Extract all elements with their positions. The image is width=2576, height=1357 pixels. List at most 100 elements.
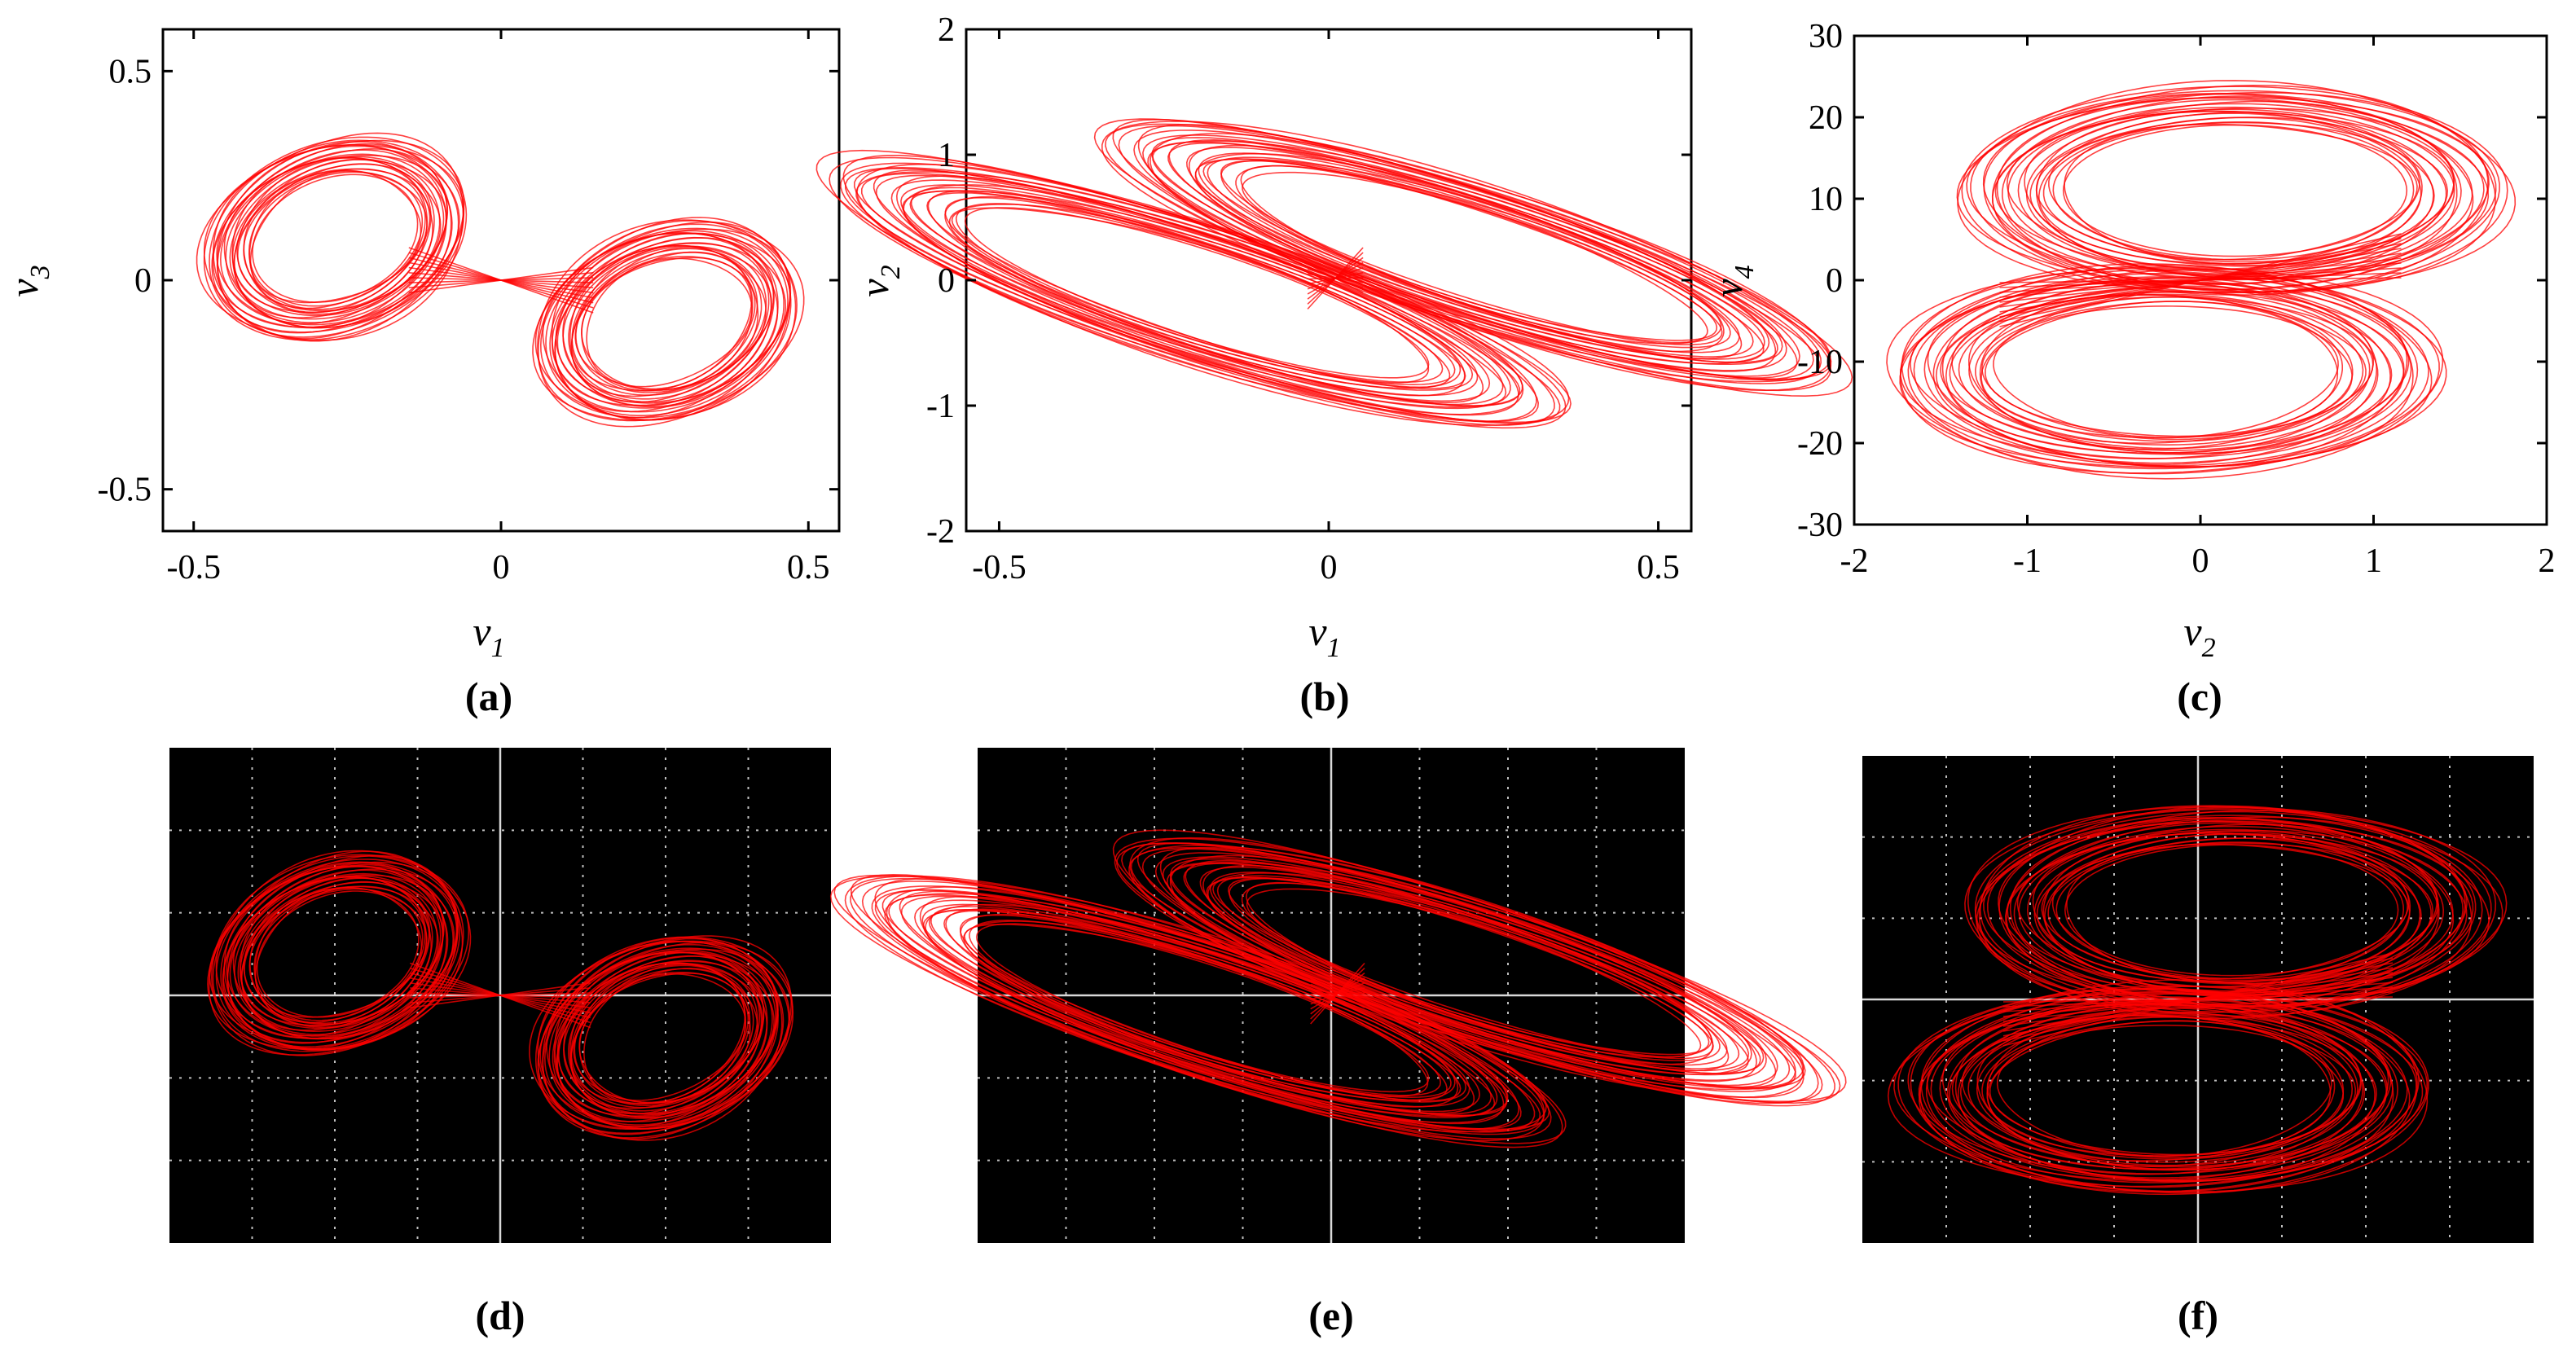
panel-d-trace-1-24 [537, 938, 783, 1130]
panel-c-ytick-label-2: -10 [1797, 344, 1843, 381]
panel-f-trace-1-21 [1925, 993, 2408, 1184]
panel-f-trace-0-20 [1998, 817, 2474, 1005]
panel-e-trace-0-3 [963, 920, 1448, 1101]
panel-a-trace-0-2 [248, 171, 424, 307]
panel-e-trace-0-17 [888, 894, 1505, 1125]
panel-a-trace-1-12 [556, 236, 772, 404]
panel-c-trace-1-21 [1907, 269, 2429, 470]
panel-d-trace-1-0 [583, 973, 746, 1101]
panel-d-trace-0-11 [237, 875, 438, 1033]
panel-e-trace-0-27 [833, 874, 1545, 1142]
panel-c-trace-1-19 [1913, 272, 2419, 467]
panel-b-trace-0-15 [875, 174, 1511, 410]
panel-e-trace-1-24 [1121, 842, 1805, 1098]
panel-c-ytick-label-6: 30 [1809, 18, 1843, 55]
panel-c-trace-0-21 [1966, 92, 2489, 293]
tick-group-b: -0.5 0 0.5 -2 -1 0 1 2 [926, 11, 1691, 586]
panel-a-trace-0-18 [212, 143, 452, 329]
panel-d-trace-0-15 [229, 869, 444, 1037]
panel-f-trace-1-27 [1893, 986, 2418, 1194]
panel-e-trace-1-16 [1166, 861, 1777, 1088]
panel-f-trace-0-17 [2009, 820, 2464, 1001]
panel-b-trace-0-10 [902, 190, 1484, 404]
panel-b-trace-1-7 [1194, 158, 1743, 360]
panel-e-trace-0-29 [829, 875, 1563, 1148]
panel-a-trace-1-1 [581, 257, 753, 390]
panel-e-trace-0-1 [964, 923, 1429, 1097]
panel-b-trace-0-24 [829, 156, 1567, 429]
panel-f-trace-0-21 [1982, 816, 2466, 1008]
panel-e-bridge-9 [1310, 978, 1365, 1008]
panel-b-ytick-label-1: -1 [926, 388, 955, 425]
panel-c-trace-1-9 [1951, 292, 2375, 454]
trace-group-e [829, 829, 1847, 1148]
panel-f-trace-1-14 [1954, 1003, 2389, 1175]
panel-b-trace-1-16 [1147, 140, 1798, 379]
panel-f-trace-1-15 [1946, 1000, 2388, 1175]
panel-b-trace-1-5 [1202, 158, 1725, 353]
panel-c-ytick-label-4: 10 [1809, 181, 1843, 218]
panel-a-trace-0-20 [211, 141, 459, 333]
panel-b-trace-0-22 [840, 162, 1555, 426]
panel-a-ytick-label-1: 0 [134, 262, 152, 300]
panel-b-xtick-label-0: -0.5 [972, 549, 1026, 586]
panel-b-trace-1-19 [1133, 130, 1814, 380]
panel-e: (e) [829, 748, 1847, 1338]
panel-e-trace-1-14 [1170, 862, 1757, 1083]
panel-f-trace-1-0 [1996, 1024, 2332, 1157]
panel-f-trace-1-11 [1951, 1007, 2364, 1170]
panel-c-xtick-label-3: 1 [2365, 542, 2382, 580]
panel-f-trace-0-6 [2044, 833, 2422, 983]
panel-f-trace-1-26 [1910, 987, 2429, 1192]
panel-e-trace-1-17 [1162, 856, 1778, 1087]
panel-a-trace-0-6 [236, 163, 429, 312]
trace-group-c [1886, 80, 2517, 480]
panel-f-trace-1-19 [1930, 996, 2398, 1181]
panel-a-trace-0-21 [213, 144, 465, 340]
panel-e-trace-1-15 [1170, 858, 1767, 1081]
panel-c-xtick-label-1: -1 [2013, 542, 2042, 580]
panel-c-trace-0-4 [2042, 116, 2422, 263]
panel-f-trace-0-5 [2041, 837, 2411, 985]
panel-f: (f) [1862, 756, 2534, 1338]
panel-d-trace-1-27 [537, 940, 793, 1140]
panel-f-trace-0-2 [2055, 841, 2405, 980]
panel-c-trace-1-24 [1899, 263, 2447, 474]
panel-d-trace-1-12 [558, 955, 763, 1115]
panel-d-trace-1-10 [563, 960, 760, 1114]
panel-b-trace-1-25 [1101, 121, 1853, 397]
panel-b-xtick-label-2: 0.5 [1637, 549, 1680, 586]
panel-c-trace-0-13 [2007, 103, 2462, 278]
panel-d-trace-1-7 [570, 962, 758, 1109]
panel-f-trace-0-27 [1978, 805, 2503, 1013]
panel-e-trace-0-28 [844, 875, 1567, 1144]
panel-b-ytick-label-4: 2 [938, 11, 955, 49]
panel-d-trace-0-18 [222, 863, 447, 1040]
panel-f-trace-1-17 [1939, 999, 2394, 1179]
panel-b-trace-0-13 [890, 179, 1504, 406]
panel-a-trace-0-1 [249, 170, 422, 304]
panel-b-trace-0-7 [927, 190, 1474, 391]
panel-a-trace-1-3 [574, 251, 754, 391]
panel-d-trace-0-27 [207, 850, 464, 1051]
panel-e-trace-0-18 [881, 889, 1508, 1124]
panel-e-trace-0-15 [900, 895, 1498, 1118]
panel-d-trace-1-13 [556, 955, 765, 1118]
tick-group-a: -0.5 0 0.5 -0.5 0 0.5 [98, 29, 839, 586]
panel-b-trace-1-12 [1167, 142, 1770, 365]
panel-e-trace-1-19 [1154, 852, 1791, 1089]
panel-e-trace-0-20 [874, 889, 1520, 1130]
panel-a-trace-1-21 [539, 223, 792, 419]
panel-d-trace-1-14 [556, 951, 768, 1117]
panel-c-ytick-label-1: -20 [1797, 425, 1843, 463]
panel-e-trace-0-26 [850, 877, 1552, 1140]
panel-b-trace-1-24 [1093, 118, 1832, 392]
panel-c-trace-0-24 [1961, 86, 2508, 296]
panel-a-trace-0-23 [203, 139, 465, 342]
panel-c-trace-1-4 [1974, 296, 2354, 442]
panel-b-xtick-label-1: 0 [1321, 549, 1338, 586]
xlabel-b: v1 [1308, 608, 1340, 663]
